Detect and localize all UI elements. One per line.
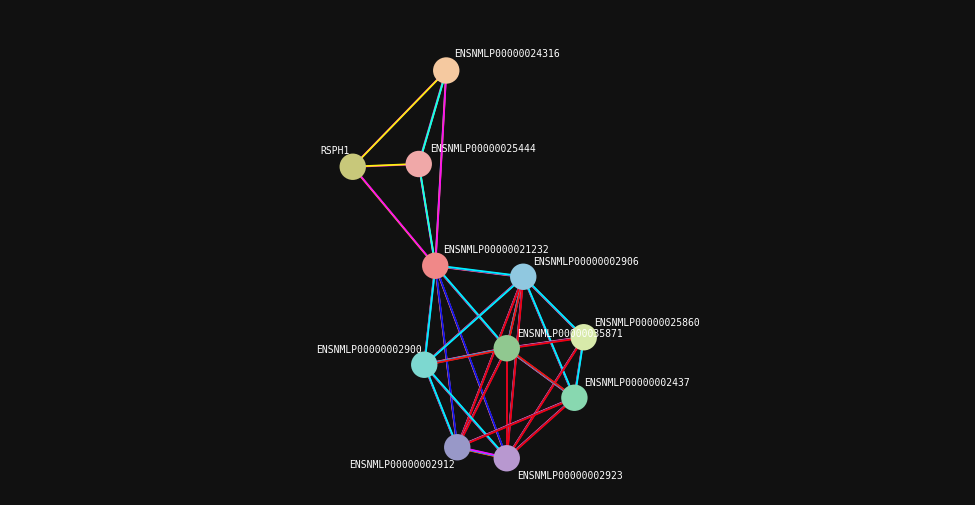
Circle shape	[562, 385, 588, 411]
Text: ENSNMLP00000035871: ENSNMLP00000035871	[517, 328, 622, 338]
Circle shape	[493, 335, 520, 362]
Circle shape	[570, 324, 597, 351]
Text: ENSNMLP00000025860: ENSNMLP00000025860	[594, 317, 699, 327]
Text: ENSNMLP00000002912: ENSNMLP00000002912	[349, 459, 454, 469]
Circle shape	[411, 352, 438, 378]
Circle shape	[493, 445, 520, 472]
Circle shape	[339, 154, 366, 181]
Text: ENSNMLP00000024316: ENSNMLP00000024316	[454, 49, 561, 59]
Text: ENSNMLP00000025444: ENSNMLP00000025444	[430, 143, 535, 153]
Text: ENSNMLP00000002437: ENSNMLP00000002437	[584, 378, 690, 387]
Circle shape	[406, 152, 432, 178]
Text: ENSNMLP00000002923: ENSNMLP00000002923	[517, 470, 622, 480]
Text: ENSNMLP00000002900: ENSNMLP00000002900	[316, 345, 421, 355]
Circle shape	[433, 58, 459, 84]
Text: RSPH1: RSPH1	[321, 146, 350, 156]
Text: ENSNMLP00000021232: ENSNMLP00000021232	[444, 245, 549, 255]
Circle shape	[444, 434, 471, 461]
Circle shape	[510, 264, 536, 290]
Text: ENSNMLP00000002906: ENSNMLP00000002906	[533, 257, 639, 267]
Circle shape	[422, 253, 449, 279]
